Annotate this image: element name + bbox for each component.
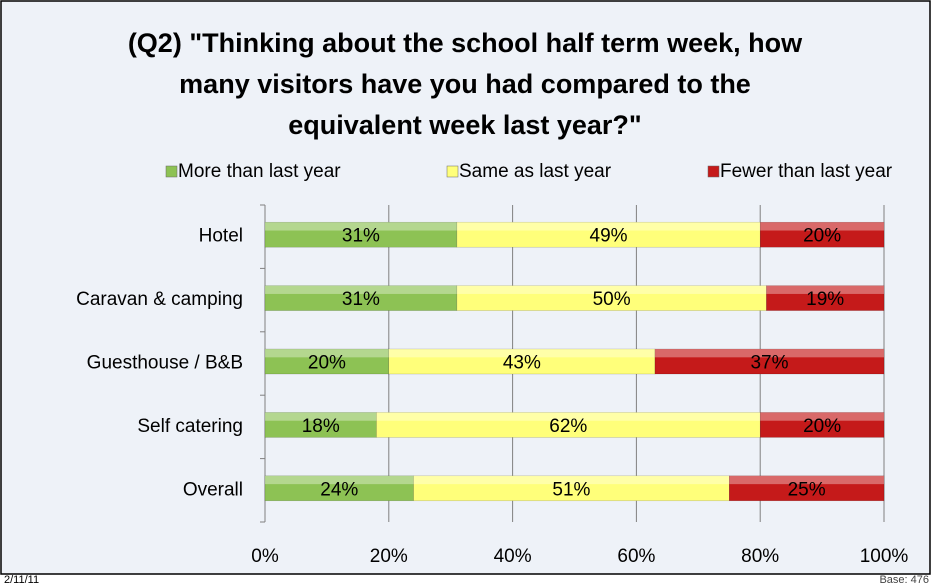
y-tick-label: Hotel [199, 226, 243, 247]
data-label: 31% [342, 226, 380, 247]
footer-date: 2/11/11 [4, 574, 39, 586]
data-label: 24% [320, 479, 358, 500]
y-tick-label: Self catering [137, 416, 243, 437]
data-label: 50% [593, 289, 631, 310]
bar-segment [729, 475, 885, 502]
x-tick-label: 80% [741, 546, 779, 567]
x-tick-label: 60% [617, 546, 655, 567]
data-label: 62% [549, 416, 587, 437]
bar-highlight [456, 222, 761, 231]
legend-label: Same as last year [459, 161, 612, 182]
bar-segment [264, 348, 390, 375]
bar-highlight [760, 412, 884, 421]
data-label: 51% [552, 479, 590, 500]
bar-highlight [265, 475, 414, 485]
bar-highlight [265, 349, 389, 358]
x-tick-label: 0% [251, 546, 279, 567]
bar-highlight [265, 285, 457, 294]
bar-highlight [456, 285, 767, 294]
data-label: 20% [308, 353, 346, 374]
bar-highlight [376, 412, 761, 421]
bar-highlight [654, 349, 884, 358]
bar-segment [766, 285, 885, 311]
bar-segment [456, 285, 767, 311]
data-label: 25% [788, 479, 826, 500]
data-label: 18% [302, 416, 340, 437]
bar-highlight [413, 475, 730, 485]
legend-label: Fewer than last year [720, 161, 893, 182]
bar-highlight [265, 412, 377, 421]
data-label: 20% [803, 226, 841, 247]
chart-title: (Q2) "Thinking about the school half ter… [128, 28, 803, 58]
data-label: 43% [503, 353, 541, 374]
bar-segment [264, 285, 458, 311]
chart-title: equivalent week last year?" [288, 110, 641, 140]
x-tick-label: 40% [494, 546, 532, 567]
bar-segment [759, 221, 885, 248]
bar-highlight [388, 349, 655, 358]
chart-title: many visitors have you had compared to t… [179, 69, 751, 99]
bar-segment [388, 348, 656, 375]
bar-highlight [265, 222, 457, 231]
x-tick-label: 20% [370, 546, 408, 567]
data-label: 31% [342, 289, 380, 310]
legend-swatch [165, 165, 178, 178]
x-tick-label: 100% [860, 546, 909, 567]
bar-segment [264, 412, 377, 438]
bar-highlight [760, 222, 884, 231]
legend-swatch [446, 165, 459, 178]
data-label: 19% [806, 289, 844, 310]
data-label: 20% [803, 416, 841, 437]
bar-segment [654, 348, 885, 375]
bar-segment [456, 221, 761, 248]
y-tick-label: Guesthouse / B&B [87, 353, 243, 374]
y-tick-label: Overall [183, 479, 243, 500]
legend-label: More than last year [178, 161, 341, 182]
bar-segment [264, 475, 414, 502]
legend-swatch [707, 165, 720, 178]
bar-highlight [729, 475, 884, 485]
y-tick-label: Caravan & camping [76, 289, 243, 310]
bar-highlight [766, 285, 884, 294]
footer-base: Base: 476 [879, 574, 929, 586]
data-label: 49% [590, 226, 628, 247]
bar-segment [376, 412, 761, 438]
bar-segment [759, 412, 885, 438]
data-label: 37% [750, 353, 788, 374]
